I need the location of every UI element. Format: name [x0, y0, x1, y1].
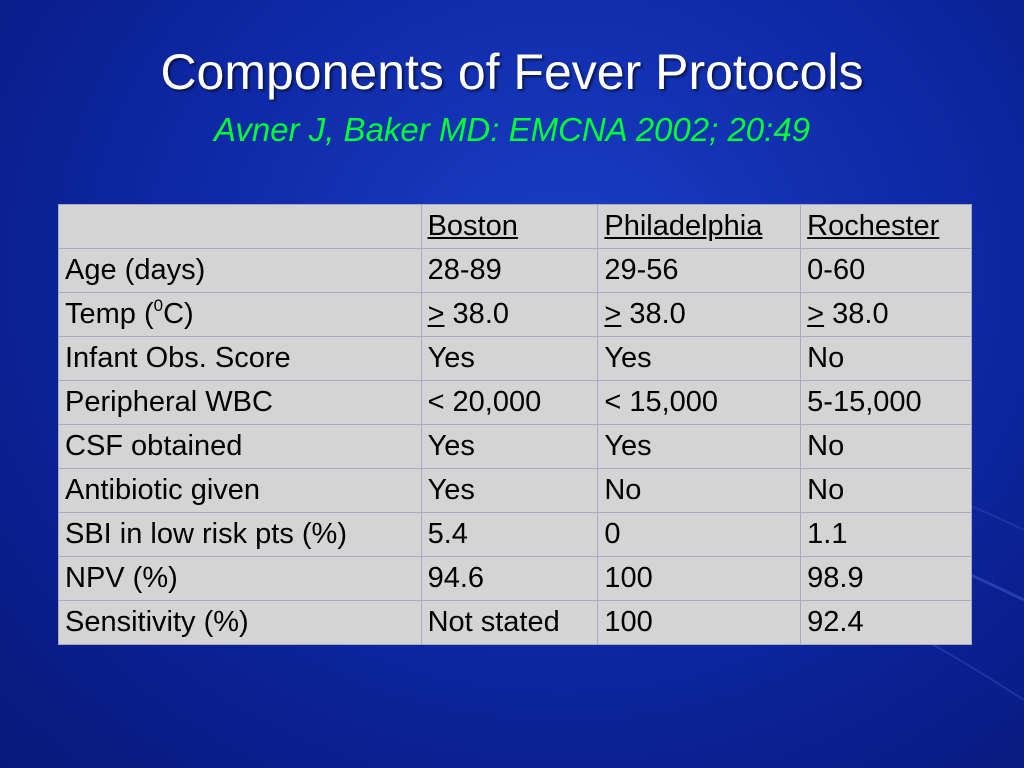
- cell-rochester: No: [800, 424, 972, 469]
- slide-subtitle-citation: Avner J, Baker MD: EMCNA 2002; 20:49: [213, 111, 811, 148]
- cell-philadelphia: No: [597, 468, 802, 513]
- header-cell-rochester: Rochester: [800, 204, 972, 249]
- ge-symbol: >: [604, 298, 622, 330]
- header-cell-empty: [58, 204, 422, 249]
- row-label: Age (days): [58, 248, 422, 293]
- cell-boston: < 20,000: [420, 380, 599, 425]
- cell-boston: 94.6: [420, 556, 599, 601]
- ge-symbol: >: [807, 298, 825, 330]
- header-philadelphia: Philadelphia: [604, 210, 763, 242]
- table-row: Peripheral WBC < 20,000 < 15,000 5-15,00…: [58, 380, 972, 425]
- slide-title: Components of Fever Protocols: [160, 44, 864, 100]
- cell-boston: Yes: [420, 424, 599, 469]
- cell-rochester: No: [800, 336, 972, 381]
- row-label-pre: Temp (: [65, 298, 154, 330]
- row-label-post: C): [163, 298, 194, 330]
- cell-rochester: 92.4: [800, 600, 972, 645]
- table-row: NPV (%) 94.6 100 98.9: [58, 556, 972, 601]
- table-row: Age (days) 28-89 29-56 0-60: [58, 248, 972, 293]
- row-label: Infant Obs. Score: [58, 336, 422, 381]
- cell-boston: Yes: [420, 468, 599, 513]
- row-label: Sensitivity (%): [58, 600, 422, 645]
- table-header-row: Boston Philadelphia Rochester: [58, 204, 972, 249]
- row-label: CSF obtained: [58, 424, 422, 469]
- cell-philadelphia: 0: [597, 512, 802, 557]
- cell-boston: > 38.0: [420, 292, 599, 337]
- cell-philadelphia: < 15,000: [597, 380, 802, 425]
- fever-protocols-table: Boston Philadelphia Rochester Age (days)…: [58, 204, 972, 645]
- table-row: Infant Obs. Score Yes Yes No: [58, 336, 972, 381]
- cell-rochester: > 38.0: [800, 292, 972, 337]
- table-row: SBI in low risk pts (%) 5.4 0 1.1: [58, 512, 972, 557]
- row-label: Antibiotic given: [58, 468, 422, 513]
- row-label: Temp (0C): [58, 292, 422, 337]
- table-row: Antibiotic given Yes No No: [58, 468, 972, 513]
- cell-rochester: No: [800, 468, 972, 513]
- row-label: SBI in low risk pts (%): [58, 512, 422, 557]
- cell-value: 38.0: [621, 298, 686, 330]
- cell-boston: 5.4: [420, 512, 599, 557]
- cell-philadelphia: Yes: [597, 336, 802, 381]
- header-rochester: Rochester: [807, 210, 940, 242]
- cell-philadelphia: 100: [597, 600, 802, 645]
- ge-symbol: >: [427, 298, 445, 330]
- cell-boston: 28-89: [420, 248, 599, 293]
- table-row: CSF obtained Yes Yes No: [58, 424, 972, 469]
- table-row: Sensitivity (%) Not stated 100 92.4: [58, 600, 972, 645]
- cell-philadelphia: Yes: [597, 424, 802, 469]
- cell-philadelphia: 100: [597, 556, 802, 601]
- header-cell-boston: Boston: [420, 204, 599, 249]
- cell-value: 38.0: [824, 298, 889, 330]
- cell-philadelphia: 29-56: [597, 248, 802, 293]
- row-label: NPV (%): [58, 556, 422, 601]
- row-label: Peripheral WBC: [58, 380, 422, 425]
- cell-boston: Yes: [420, 336, 599, 381]
- cell-rochester: 0-60: [800, 248, 972, 293]
- cell-rochester: 98.9: [800, 556, 972, 601]
- cell-philadelphia: > 38.0: [597, 292, 802, 337]
- table-row: Temp (0C) > 38.0 > 38.0 > 38.0: [58, 292, 972, 337]
- cell-rochester: 1.1: [800, 512, 972, 557]
- header-boston: Boston: [427, 210, 518, 242]
- header-cell-philadelphia: Philadelphia: [597, 204, 802, 249]
- cell-boston: Not stated: [420, 600, 599, 645]
- row-label-superscript: 0: [153, 296, 164, 315]
- cell-value: 38.0: [444, 298, 509, 330]
- cell-rochester: 5-15,000: [800, 380, 972, 425]
